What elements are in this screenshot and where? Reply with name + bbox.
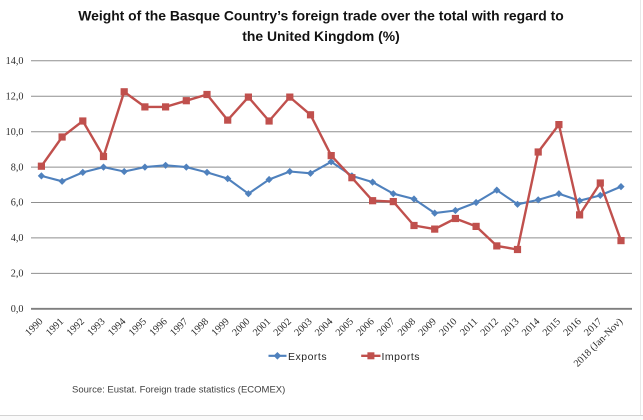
svg-text:4,0: 4,0 <box>11 233 24 244</box>
svg-text:Exports: Exports <box>288 351 327 363</box>
svg-text:10,0: 10,0 <box>6 127 24 138</box>
svg-text:0,0: 0,0 <box>11 304 24 315</box>
svg-text:Source: Eustat. Foreign trade: Source: Eustat. Foreign trade statistics… <box>72 385 285 396</box>
svg-text:the United Kingdom (%): the United Kingdom (%) <box>242 28 399 44</box>
svg-text:6,0: 6,0 <box>11 198 24 209</box>
svg-text:8,0: 8,0 <box>11 162 24 173</box>
svg-text:14,0: 14,0 <box>6 56 24 67</box>
svg-text:2,0: 2,0 <box>11 269 24 280</box>
svg-text:Weight of the Basque Country’s: Weight of the Basque Country’s foreign t… <box>78 8 563 24</box>
svg-text:Imports: Imports <box>382 351 421 363</box>
svg-text:12,0: 12,0 <box>6 91 24 102</box>
